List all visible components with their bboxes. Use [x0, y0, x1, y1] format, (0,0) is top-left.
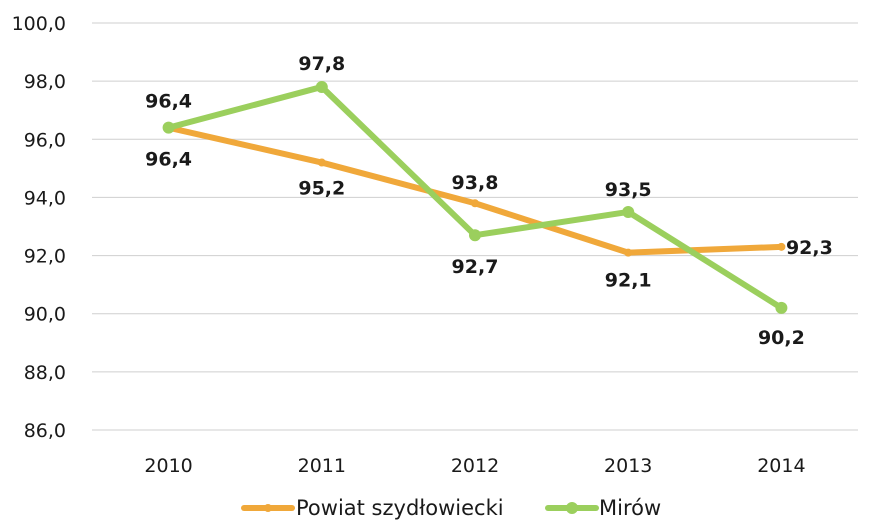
data-point [624, 249, 632, 257]
y-tick-label: 100,0 [12, 13, 66, 35]
y-tick-label: 88,0 [24, 362, 66, 384]
data-label: 97,8 [298, 53, 345, 75]
data-labels: 96,4 95,2 93,8 92,1 92,3 96,4 97,8 92,7 93,5 90,2 [145, 53, 833, 349]
x-tick-label: 2011 [298, 455, 346, 477]
x-axis: 2010 2011 2012 2013 2014 [144, 455, 805, 477]
data-label: 93,8 [452, 172, 499, 194]
data-label: 90,2 [758, 327, 805, 349]
data-label: 93,5 [605, 179, 652, 201]
data-label: 92,1 [605, 270, 652, 292]
data-label: 96,4 [145, 149, 192, 171]
legend-marker [566, 502, 578, 514]
data-point [318, 159, 326, 167]
data-point [469, 229, 481, 241]
x-tick-label: 2014 [757, 455, 805, 477]
y-axis: 86,0 88,0 90,0 92,0 94,0 96,0 98,0 100,0 [12, 13, 66, 442]
x-tick-label: 2013 [604, 455, 652, 477]
legend: Powiat szydłowiecki Mirów [244, 496, 661, 520]
data-label: 92,3 [786, 237, 833, 259]
y-tick-label: 92,0 [24, 246, 66, 268]
gridlines [92, 23, 858, 430]
legend-marker [264, 504, 272, 512]
data-point [775, 302, 787, 314]
data-label: 96,4 [145, 91, 192, 113]
x-tick-label: 2012 [451, 455, 499, 477]
y-tick-label: 94,0 [24, 187, 66, 209]
data-point [622, 206, 634, 218]
legend-label: Powiat szydłowiecki [296, 496, 504, 520]
legend-label: Mirów [599, 496, 661, 520]
y-tick-label: 90,0 [24, 304, 66, 326]
data-point [316, 81, 328, 93]
y-tick-label: 98,0 [24, 71, 66, 93]
x-tick-label: 2010 [144, 455, 192, 477]
y-tick-label: 86,0 [24, 420, 66, 442]
y-tick-label: 96,0 [24, 129, 66, 151]
data-label: 95,2 [298, 178, 345, 200]
data-label: 92,7 [452, 256, 499, 278]
data-point [777, 243, 785, 251]
data-point [163, 122, 175, 134]
data-point [471, 199, 479, 207]
